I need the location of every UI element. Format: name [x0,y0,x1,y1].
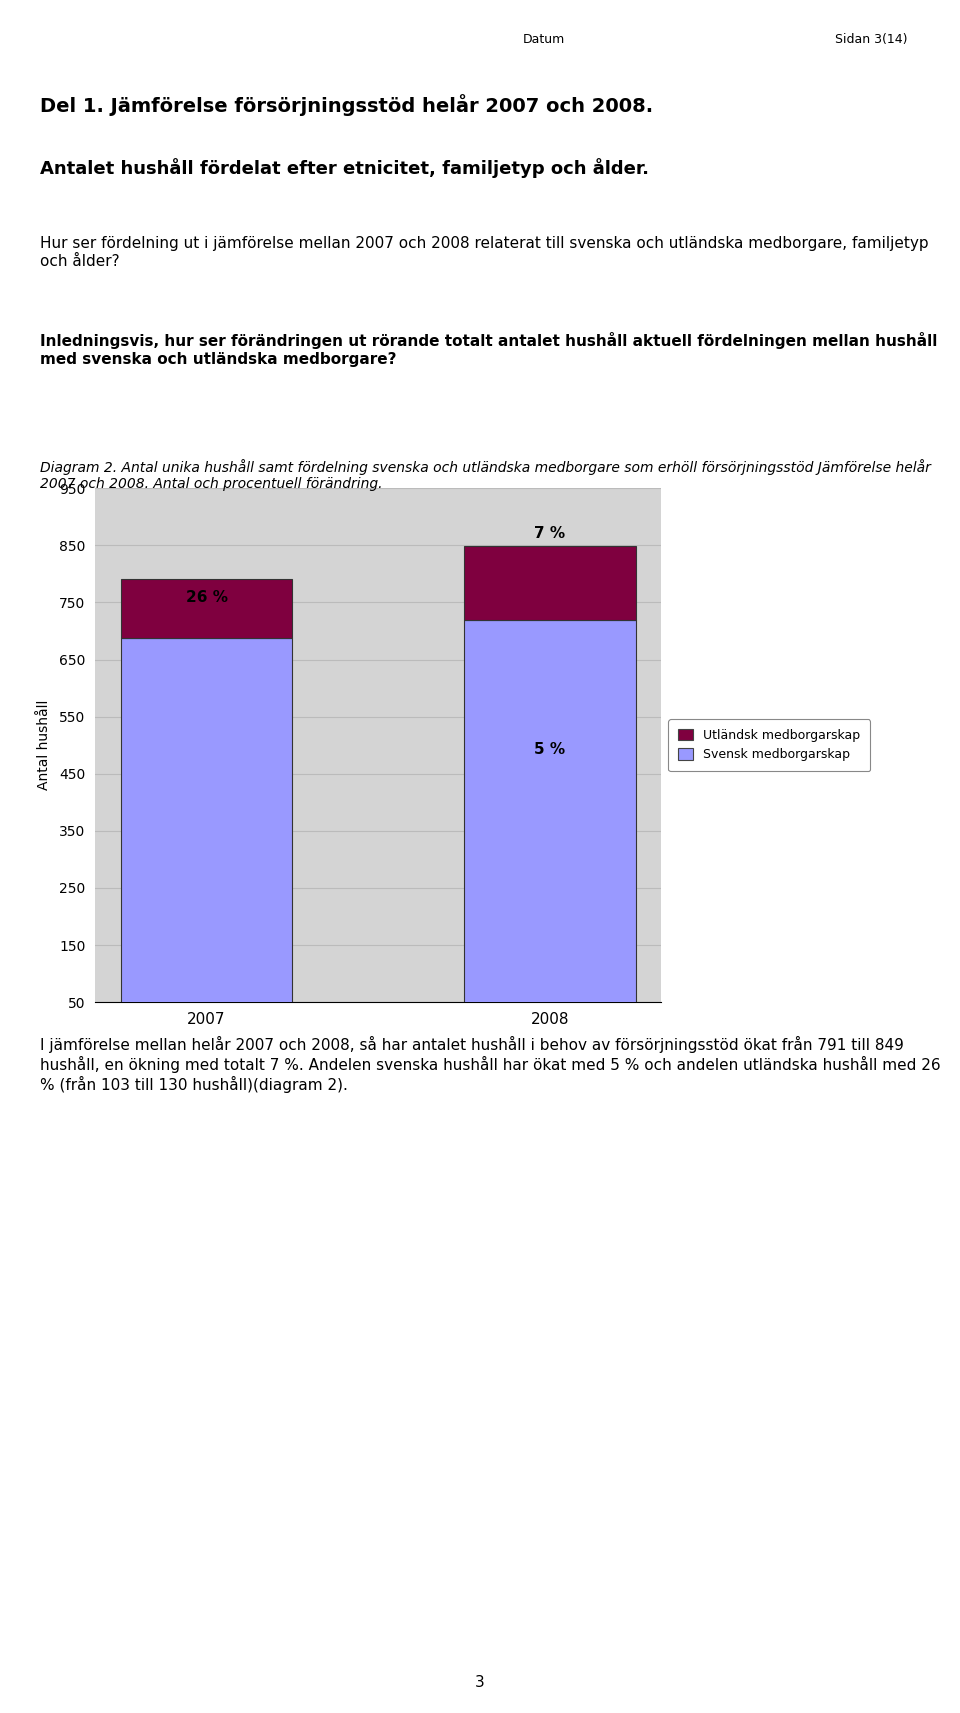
Text: Antalet hushåll fördelat efter etnicitet, familjetyp och ålder.: Antalet hushåll fördelat efter etnicitet… [40,158,649,178]
Text: 7 %: 7 % [535,526,565,541]
Bar [121,637,293,1031]
Bar [121,579,293,637]
Legend: Utländsk medborgarskap, Svensk medborgarskap: Utländsk medborgarskap, Svensk medborgar… [668,719,871,771]
Bar [464,546,636,620]
Text: Del 1. Jämförelse försörjningsstöd helår 2007 och 2008.: Del 1. Jämförelse försörjningsstöd helår… [40,94,654,116]
Bar [464,620,636,1031]
Text: Hur ser fördelning ut i jämförelse mellan 2007 och 2008 relaterat till svenska o: Hur ser fördelning ut i jämförelse mella… [40,236,929,269]
Text: Inledningsvis, hur ser förändringen ut rörande totalt antalet hushåll aktuell fö: Inledningsvis, hur ser förändringen ut r… [40,332,938,367]
Text: I jämförelse mellan helår 2007 och 2008, så har antalet hushåll i behov av försö: I jämförelse mellan helår 2007 och 2008,… [40,1036,941,1093]
Text: Diagram 2. Antal unika hushåll samt fördelning svenska och utländska medborgare : Diagram 2. Antal unika hushåll samt förd… [40,459,931,492]
Text: 26 %: 26 % [185,591,228,605]
Text: 5 %: 5 % [535,742,565,757]
Text: Sidan 3(14): Sidan 3(14) [835,33,908,46]
Text: 3: 3 [475,1675,485,1689]
Y-axis label: Antal hushåll: Antal hushåll [36,701,51,790]
Text: Datum: Datum [523,33,565,46]
